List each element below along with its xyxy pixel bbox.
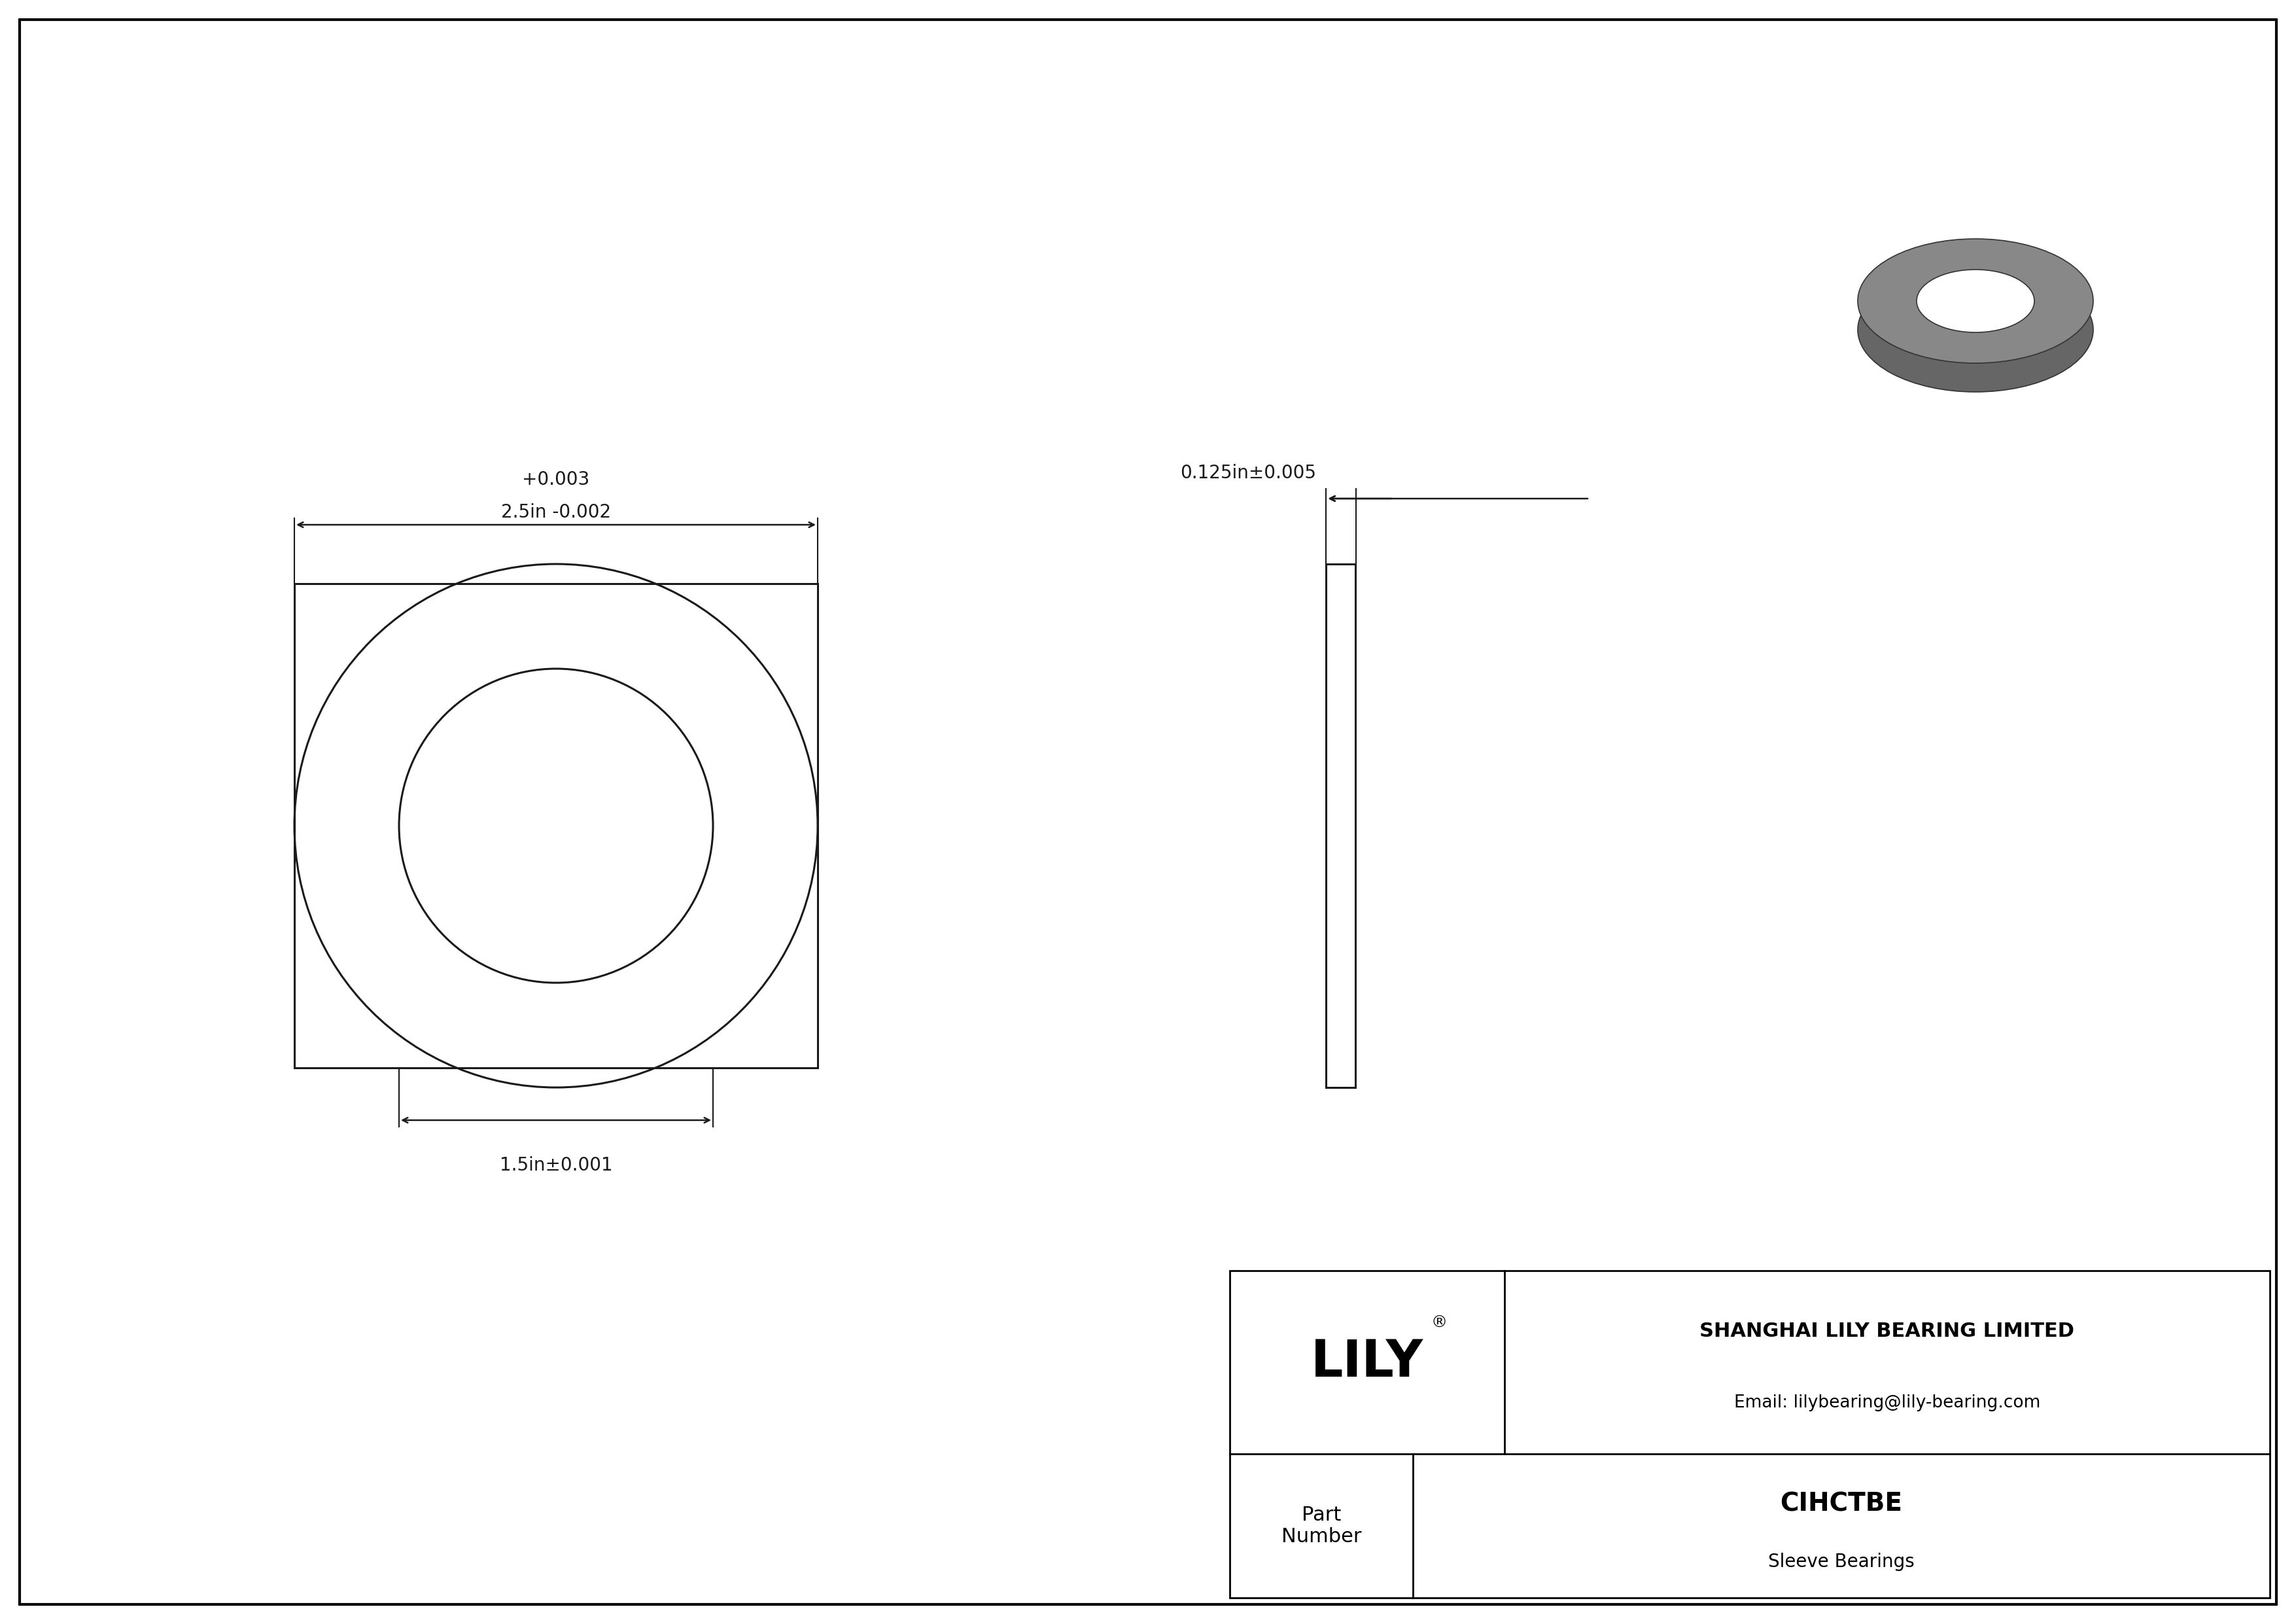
Text: LILY: LILY: [1311, 1338, 1424, 1387]
Text: Sleeve Bearings: Sleeve Bearings: [1768, 1553, 1915, 1570]
Ellipse shape: [1857, 239, 2094, 364]
Bar: [294, 583, 817, 1069]
Text: +0.003: +0.003: [521, 471, 590, 489]
Bar: [1327, 564, 1355, 1088]
Circle shape: [294, 564, 817, 1088]
Text: 2.5in -0.002: 2.5in -0.002: [501, 503, 611, 521]
Text: 0.125in±0.005: 0.125in±0.005: [1180, 464, 1316, 482]
Ellipse shape: [1857, 268, 2094, 391]
Text: SHANGHAI LILY BEARING LIMITED: SHANGHAI LILY BEARING LIMITED: [1699, 1322, 2076, 1341]
Text: ®: ®: [1430, 1315, 1446, 1332]
Ellipse shape: [1917, 299, 2034, 361]
Bar: [1231, 1270, 2271, 1598]
Text: Email: lilybearing@lily-bearing.com: Email: lilybearing@lily-bearing.com: [1733, 1393, 2041, 1411]
Ellipse shape: [1917, 270, 2034, 333]
Text: Part
Number: Part Number: [1281, 1505, 1362, 1546]
Text: CIHCTBE: CIHCTBE: [1779, 1492, 1903, 1517]
Text: 1.5in±0.001: 1.5in±0.001: [501, 1156, 613, 1174]
Circle shape: [400, 669, 714, 983]
Bar: [294, 583, 817, 1069]
